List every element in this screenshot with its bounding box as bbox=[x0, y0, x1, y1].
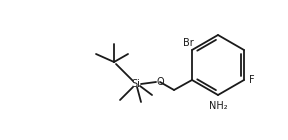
Text: NH₂: NH₂ bbox=[209, 101, 227, 111]
Text: O: O bbox=[156, 77, 164, 87]
Text: F: F bbox=[249, 75, 254, 85]
Text: Br: Br bbox=[183, 38, 194, 48]
Text: Si: Si bbox=[132, 79, 141, 89]
